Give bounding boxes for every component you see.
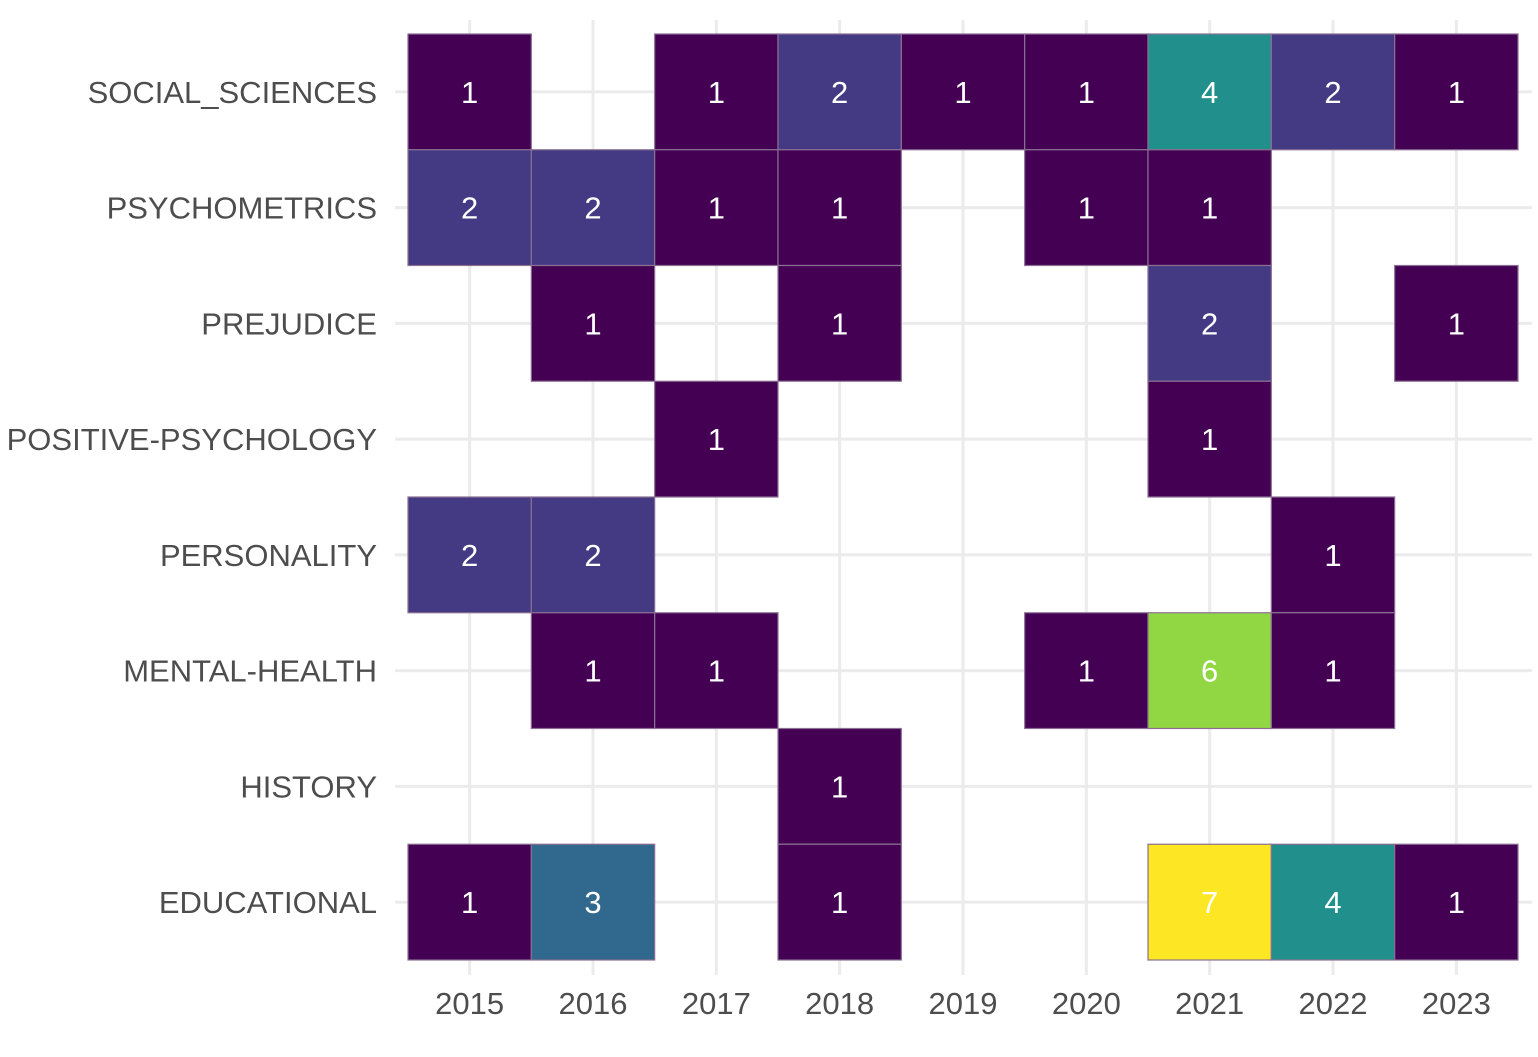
cell-value-label: 1 — [831, 885, 848, 920]
heatmap-cell-2018-educational — [777, 843, 902, 961]
heatmap-cell-2017-mental-health — [654, 612, 779, 730]
heatmap-cell-2022-social_sciences — [1270, 33, 1396, 151]
cell-value-label: 1 — [1201, 191, 1218, 226]
x-tick-label: 2019 — [929, 986, 998, 1021]
y-tick-label: PERSONALITY — [160, 538, 377, 573]
heatmap-cell-2020-mental-health — [1024, 612, 1149, 730]
heatmap-cell-2018-social_sciences — [777, 33, 902, 151]
cell-value-label: 1 — [708, 191, 725, 226]
heatmap-cell-2018-psychometrics — [777, 149, 902, 267]
cell-value-label: 2 — [584, 538, 601, 573]
cell-value-label: 1 — [708, 75, 725, 110]
y-tick-label: HISTORY — [240, 769, 377, 804]
x-tick-label: 2020 — [1052, 986, 1121, 1021]
cell-value-label: 1 — [1448, 306, 1465, 341]
cell-value-label: 1 — [1078, 191, 1095, 226]
cell-value-label: 1 — [1201, 422, 1218, 457]
cell-value-label: 1 — [708, 654, 725, 689]
cell-value-label: 1 — [708, 422, 725, 457]
cell-value-label: 2 — [1201, 306, 1218, 341]
x-tick-label: 2022 — [1299, 986, 1368, 1021]
heatmap-cell-2016-prejudice — [530, 264, 656, 382]
heatmap-cell-2019-social_sciences — [900, 33, 1026, 151]
cell-value-label: 1 — [584, 654, 601, 689]
heatmap-cell-2018-history — [777, 727, 902, 845]
cell-value-label: 1 — [831, 769, 848, 804]
cell-value-label: 2 — [584, 191, 601, 226]
y-tick-label: PSYCHOMETRICS — [107, 191, 377, 226]
heatmap-cell-2022-educational — [1270, 843, 1396, 961]
y-tick-label: SOCIAL_SCIENCES — [88, 75, 377, 110]
heatmap-cell-2018-prejudice — [777, 264, 902, 382]
cell-value-label: 2 — [461, 538, 478, 573]
x-tick-label: 2023 — [1422, 986, 1491, 1021]
x-tick-label: 2021 — [1175, 986, 1244, 1021]
cell-value-label: 1 — [954, 75, 971, 110]
y-tick-label: POSITIVE-PSYCHOLOGY — [7, 422, 377, 457]
cell-value-label: 4 — [1324, 885, 1341, 920]
heatmap-cell-2023-educational — [1394, 843, 1519, 961]
y-axis-tick-labels: SOCIAL_SCIENCES PSYCHOMETRICS PREJUDICE POS… — [7, 75, 377, 920]
heatmap-cell-2017-positive-psychology — [654, 380, 779, 498]
cell-value-label: 2 — [1324, 75, 1341, 110]
heatmap-cell-2015-educational — [407, 843, 532, 961]
cell-value-label: 1 — [1078, 75, 1095, 110]
x-tick-label: 2017 — [682, 986, 751, 1021]
cell-value-label: 1 — [1324, 654, 1341, 689]
cell-value-label: 1 — [461, 885, 478, 920]
heatmap-cell-2017-psychometrics — [654, 149, 779, 267]
heatmap-cell-2023-prejudice — [1394, 264, 1519, 382]
x-tick-label: 2018 — [805, 986, 874, 1021]
heatmap-cell-2016-educational — [530, 843, 656, 961]
heatmap-cell-2015-social_sciences — [407, 33, 532, 151]
x-tick-label: 2016 — [559, 986, 628, 1021]
cell-value-label: 1 — [1324, 538, 1341, 573]
heatmap-cell-2021-educational — [1147, 843, 1272, 961]
cell-value-label: 2 — [461, 191, 478, 226]
heatmap-cell-2022-mental-health — [1270, 612, 1396, 730]
y-tick-label: MENTAL-HEALTH — [123, 654, 377, 689]
heatmap-cell-2020-psychometrics — [1024, 149, 1149, 267]
heatmap-cell-2015-personality — [407, 496, 532, 614]
cell-value-label: 1 — [831, 191, 848, 226]
cell-value-label: 4 — [1201, 75, 1218, 110]
cell-value-label: 1 — [831, 306, 848, 341]
y-tick-label: PREJUDICE — [201, 306, 377, 341]
heatmap-cell-2021-prejudice — [1147, 264, 1272, 382]
cell-value-label: 7 — [1201, 885, 1218, 920]
cell-value-label: 3 — [584, 885, 601, 920]
heatmap-cell-2021-psychometrics — [1147, 149, 1272, 267]
cell-value-label: 1 — [584, 306, 601, 341]
x-tick-label: 2015 — [435, 986, 504, 1021]
heatmap-cell-2020-social_sciences — [1024, 33, 1149, 151]
heatmap-cell-2022-personality — [1270, 496, 1396, 614]
heatmap-cell-2017-social_sciences — [654, 33, 779, 151]
cell-value-label: 6 — [1201, 654, 1218, 689]
cell-value-label: 1 — [1078, 654, 1095, 689]
heatmap-cells: 1 1 2 1 1 4 2 12 2 1 1 1 11 1 2 11 12 2 11 1 1 6 111 3 1 7 4 1 — [407, 33, 1519, 961]
cell-value-label: 1 — [461, 75, 478, 110]
cell-value-label: 1 — [1448, 75, 1465, 110]
heatmap-cell-2023-social_sciences — [1394, 33, 1519, 151]
y-tick-label: EDUCATIONAL — [159, 885, 377, 920]
x-axis-tick-labels: 2015 2016 2017 2018 2019 2020 2021 2022 2023 — [435, 986, 1491, 1021]
heatmap-cell-2015-psychometrics — [407, 149, 532, 267]
heatmap-cell-2021-positive-psychology — [1147, 380, 1272, 498]
cell-value-label: 2 — [831, 75, 848, 110]
cell-value-label: 1 — [1448, 885, 1465, 920]
heatmap-cell-2021-mental-health — [1147, 612, 1272, 730]
